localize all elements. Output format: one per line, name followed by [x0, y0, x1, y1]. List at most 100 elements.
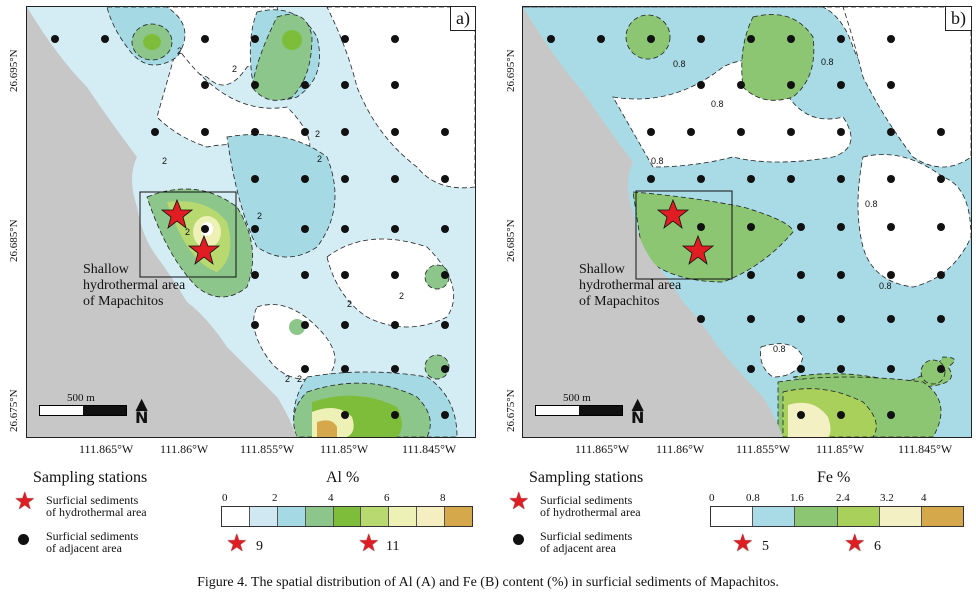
longitude-label: 111.865°W [575, 442, 630, 456]
hydrothermal-area-label: Shallow hydrothermal area of Mapachitos [83, 262, 186, 309]
fe-map-panel: 0.8 0.8 0.8 0.8 0.8 0.8 0.8 b) Shallow h… [522, 6, 972, 438]
longitude-label: 111.855°W [736, 442, 791, 456]
contour-label: 2 [185, 227, 190, 237]
legend-hydro-label: Surficial sediments of hydrothermal area [540, 493, 641, 519]
latitude-label: 26.685°N [505, 219, 517, 262]
colorbar-swatch [417, 507, 446, 526]
scale-bar: 500 m [39, 392, 127, 416]
panel-label: a) [450, 7, 475, 31]
fe-distribution-map: 0.8 0.8 0.8 0.8 0.8 0.8 0.8 [523, 7, 971, 437]
hydrothermal-stars [160, 198, 221, 266]
hydrothermal-area-box [139, 191, 237, 278]
colorbar-swatch [879, 507, 922, 526]
colorbar-swatch [711, 507, 754, 526]
fe-tick: 1.6 [790, 492, 804, 504]
colorbar-swatch [222, 507, 250, 526]
red-star-icon: ★ [844, 531, 866, 557]
colorbar-swatch [445, 507, 473, 526]
longitude-label: 111.845°W [898, 442, 953, 456]
fe-colorbar [710, 506, 964, 527]
fe-tick: 0 [709, 492, 715, 504]
colorbar-swatch [753, 507, 796, 526]
fe-tick: 4 [921, 492, 927, 504]
contour-label: 0.8 [773, 344, 786, 354]
red-star-icon: ★ [732, 531, 754, 557]
longitude-label: 111.855°W [240, 442, 295, 456]
colorbar-swatch [305, 507, 334, 526]
contour-label: 2 [297, 374, 302, 384]
al-colorbar [221, 506, 473, 527]
colorbar-swatch [277, 507, 306, 526]
sampling-stations-title: Sampling stations [529, 469, 644, 486]
fe-star-value: 6 [874, 539, 881, 554]
latitude-label: 26.685°N [8, 219, 20, 262]
contour-label: 2 [347, 299, 352, 309]
north-arrow-icon: ▲ N [631, 394, 645, 427]
hydrothermal-stars [656, 198, 715, 266]
contour-label: 0.8 [821, 57, 834, 67]
sampling-stations-title: Sampling stations [33, 469, 148, 486]
al-star-value: 11 [386, 539, 400, 554]
latitude-label: 26.695°N [8, 49, 20, 92]
red-star-icon: ★ [358, 531, 380, 557]
fe-scale-title: Fe % [817, 469, 851, 486]
contour-label: 0.8 [865, 199, 878, 209]
contour-label: 0.8 [673, 59, 686, 69]
contour-label: 2 [162, 156, 167, 166]
contour-label: 2 [232, 64, 237, 74]
fe-star-value: 5 [762, 539, 769, 554]
legend-adjacent-label: Surficial sediments of adjacent area [46, 529, 139, 555]
latitude-label: 26.675°N [505, 389, 517, 432]
fe-tick: 3.2 [880, 492, 894, 504]
al-distribution-map: 2 2 2 2 2 2 2 2 2 2 2 [27, 7, 475, 437]
hydrothermal-area-box [635, 190, 733, 280]
legend-hydro-label: Surficial sediments of hydrothermal area [46, 493, 147, 519]
north-arrow-icon: ▲ N [135, 394, 149, 427]
colorbar-swatch [333, 507, 362, 526]
longitude-label: 111.865°W [79, 442, 134, 456]
al-map-panel: 2 2 2 2 2 2 2 2 2 2 2 a) Shallow hydroth… [26, 6, 476, 438]
black-dot-icon [513, 534, 524, 545]
sampling-stations [51, 35, 449, 419]
contour-label: 0.8 [651, 156, 664, 166]
contour-label: 0.8 [711, 99, 724, 109]
legend-adjacent-label: Surficial sediments of adjacent area [540, 529, 633, 555]
contour-label: 2 [285, 374, 290, 384]
red-star-icon: ★ [508, 489, 530, 515]
al-tick: 2 [272, 492, 278, 504]
longitude-label: 111.86°W [160, 442, 209, 456]
colorbar-swatch [795, 507, 838, 526]
al-tick: 6 [384, 492, 390, 504]
latitude-label: 26.675°N [8, 389, 20, 432]
colorbar-swatch [921, 507, 964, 526]
al-tick: 8 [440, 492, 446, 504]
figure-caption: Figure 4. The spatial distribution of Al… [197, 575, 779, 590]
latitude-label: 26.695°N [505, 49, 517, 92]
longitude-label: 111.85°W [816, 442, 865, 456]
colorbar-swatch [837, 507, 880, 526]
al-star-value: 9 [256, 539, 263, 554]
land-mass [523, 7, 783, 437]
al-tick: 4 [328, 492, 334, 504]
colorbar-swatch [389, 507, 418, 526]
al-scale-title: Al % [326, 469, 360, 486]
hydrothermal-area-label: Shallow hydrothermal area of Mapachitos [579, 262, 682, 309]
contour-label: 0.8 [879, 281, 892, 291]
longitude-label: 111.85°W [320, 442, 369, 456]
sampling-stations [547, 35, 945, 419]
red-star-icon: ★ [14, 489, 36, 515]
red-star-icon: ★ [226, 531, 248, 557]
black-dot-icon [18, 534, 29, 545]
contour-label: 2 [257, 211, 262, 221]
panel-label: b) [945, 7, 971, 31]
contour-label: 2 [399, 291, 404, 301]
colorbar-swatch [361, 507, 390, 526]
colorbar-swatch [249, 507, 278, 526]
land-mass [27, 7, 297, 437]
longitude-label: 111.845°W [402, 442, 457, 456]
scale-bar: 500 m [535, 392, 623, 416]
contour-label: 2 [317, 154, 322, 164]
fe-tick: 0.8 [746, 492, 760, 504]
fe-tick: 2.4 [836, 492, 850, 504]
contour-label: 2 [315, 129, 320, 139]
